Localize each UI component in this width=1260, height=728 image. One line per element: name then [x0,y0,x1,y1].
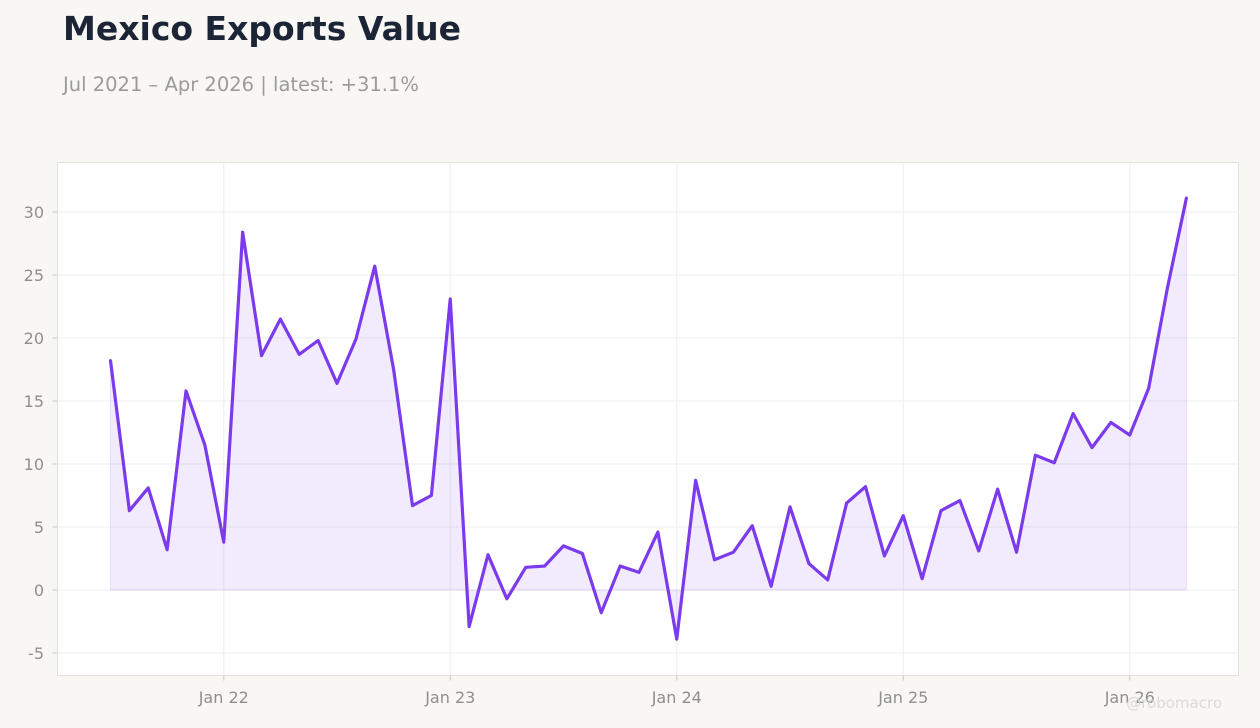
data-point [977,549,980,552]
x-axis: Jan 22 Jan 23 Jan 24 Jan 25 Jan 26 [198,675,1155,707]
x-tick-label: Jan 22 [198,688,249,707]
data-point [317,339,320,342]
data-point [600,611,603,614]
x-tick-label: Jan 25 [877,688,928,707]
data-point [1091,446,1094,449]
data-point [185,389,188,392]
data-point [147,486,150,489]
x-tick-label: Jan 24 [651,688,702,707]
y-tick-label: 30 [24,203,44,222]
data-point [656,531,659,534]
data-point [921,577,924,580]
y-tick-label: 10 [24,455,44,474]
data-point [128,509,131,512]
data-point [732,551,735,554]
data-point [392,368,395,371]
chart-title: Mexico Exports Value [63,9,462,48]
data-point [638,571,641,574]
data-point [354,338,357,341]
x-tick-label: Jan 26 [1104,688,1155,707]
chart-subtitle: Jul 2021 – Apr 2026 | latest: +31.1% [63,73,419,96]
data-point [1015,551,1018,554]
data-point [524,566,527,569]
data-point [694,479,697,482]
data-point [373,265,376,268]
data-point [1072,412,1075,415]
data-point [449,297,452,300]
data-point [675,638,678,641]
data-point [807,562,810,565]
data-point [279,318,282,321]
data-point [864,485,867,488]
y-tick-label: 5 [34,518,44,537]
data-point [109,359,112,362]
data-point [883,554,886,557]
x-tick-label: Jan 23 [424,688,475,707]
y-tick-label: -5 [28,644,44,663]
data-point [241,231,244,234]
gridlines [57,162,1239,676]
series-line [108,196,1188,641]
data-point [770,585,773,588]
y-axis: -5 0 5 10 15 20 25 30 [24,203,58,663]
data-point [1128,434,1131,437]
data-point [222,541,225,544]
data-point [487,553,490,556]
data-point [581,552,584,555]
data-point [940,509,943,512]
data-point [1109,421,1112,424]
data-point [826,578,829,581]
data-point [203,444,206,447]
data-point [260,354,263,357]
data-point [789,505,792,508]
y-tick-label: 25 [24,266,44,285]
data-point [562,544,565,547]
y-tick-label: 20 [24,329,44,348]
data-point [1185,197,1188,200]
data-point [1147,387,1150,390]
data-point [996,488,999,491]
data-point [430,494,433,497]
data-point [751,524,754,527]
data-point [713,558,716,561]
watermark: @robomacro [1126,694,1222,712]
data-point [543,565,546,568]
data-point [1053,461,1056,464]
data-point [505,597,508,600]
y-tick-label: 0 [34,581,44,600]
series-layer [108,196,1188,641]
data-point [845,502,848,505]
data-point [619,565,622,568]
data-point [902,514,905,517]
data-point [298,353,301,356]
data-point [166,548,169,551]
data-point [411,504,414,507]
data-point [468,625,471,628]
data-point [336,382,339,385]
y-tick-label: 15 [24,392,44,411]
data-point [958,499,961,502]
data-point [1034,454,1037,457]
data-point [1166,286,1169,289]
